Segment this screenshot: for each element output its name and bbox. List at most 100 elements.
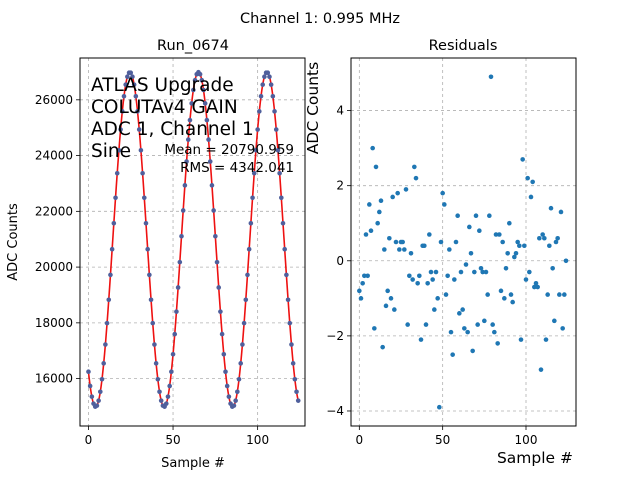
residual-point <box>435 296 440 301</box>
data-point <box>108 272 113 278</box>
data-point <box>98 389 103 395</box>
residual-point <box>512 254 517 260</box>
data-point <box>104 320 110 326</box>
residual-point <box>527 269 532 275</box>
residual-point <box>510 299 515 305</box>
data-point <box>89 394 95 399</box>
residual-point <box>457 311 462 316</box>
left-y-tick-label: 26000 <box>35 93 73 107</box>
data-point <box>167 383 172 389</box>
data-point <box>292 376 298 382</box>
residual-point <box>528 194 534 200</box>
left-grid <box>80 58 305 426</box>
residual-point <box>422 243 427 249</box>
residual-point <box>488 74 494 80</box>
right-panel: Residuals 0 50 100 −4 −2 0 2 4 Sample # ADC Co… <box>304 38 577 467</box>
data-point <box>87 383 93 389</box>
data-point <box>94 403 100 408</box>
residual-point <box>370 145 375 151</box>
right-y-axis-label: ADC Counts <box>304 62 322 154</box>
left-y-ticks: 16000 18000 20000 22000 24000 26000 <box>35 93 80 386</box>
data-point <box>103 342 108 347</box>
residual-point <box>503 265 509 271</box>
data-point <box>152 342 157 347</box>
residual-point <box>417 273 422 279</box>
data-point <box>289 342 294 347</box>
data-point <box>197 71 203 77</box>
residual-point <box>517 243 522 249</box>
residual-point <box>395 190 400 196</box>
data-point <box>130 74 135 80</box>
data-point <box>223 369 228 375</box>
data-point <box>268 82 274 87</box>
left-y-tick-label: 18000 <box>35 316 73 330</box>
residual-point <box>548 205 554 211</box>
residual-point <box>522 243 527 249</box>
residual-point <box>508 292 514 297</box>
left-y-tick-label: 20000 <box>35 260 73 274</box>
residual-point <box>537 235 542 241</box>
data-point <box>155 376 161 382</box>
data-point <box>99 376 105 382</box>
data-point <box>192 77 198 83</box>
data-point <box>251 170 257 176</box>
data-point <box>145 246 150 252</box>
data-point <box>233 398 238 403</box>
residual-point <box>433 269 439 275</box>
residual-point <box>383 303 389 309</box>
residual-point <box>530 179 535 185</box>
data-point <box>86 369 91 375</box>
data-point <box>211 208 216 213</box>
residual-point <box>393 239 399 245</box>
residual-point <box>547 243 552 249</box>
data-point <box>219 331 225 337</box>
residual-point <box>430 277 435 282</box>
data-point <box>241 320 247 326</box>
right-y-tick-label: 4 <box>336 104 344 118</box>
residual-point <box>380 344 385 350</box>
data-point <box>165 394 171 399</box>
data-point <box>179 233 184 239</box>
data-point <box>187 117 193 123</box>
info-line-1: ATLAS Upgrade <box>91 75 234 96</box>
data-point <box>170 351 176 357</box>
left-y-tick-label: 24000 <box>35 149 73 163</box>
residual-point <box>505 250 510 256</box>
residual-point <box>372 326 377 331</box>
residual-point <box>540 232 545 237</box>
residual-point <box>558 209 564 215</box>
residual-point <box>542 235 547 241</box>
data-point <box>185 137 191 142</box>
residual-point <box>545 292 550 297</box>
data-point <box>224 383 230 389</box>
residual-point <box>450 352 455 357</box>
residual-point <box>425 281 430 286</box>
residual-point <box>525 175 530 181</box>
residual-point <box>437 404 442 410</box>
residual-point <box>460 307 465 312</box>
residual-point <box>553 239 559 245</box>
residual-point <box>387 235 392 241</box>
data-point <box>109 246 115 252</box>
data-point <box>199 77 205 83</box>
residual-point <box>535 284 540 290</box>
residual-point <box>463 262 469 267</box>
residual-point <box>360 281 365 286</box>
data-point <box>138 148 144 153</box>
data-point <box>153 361 159 366</box>
data-point <box>209 183 215 188</box>
right-y-ticks: −4 −2 0 2 4 <box>326 104 351 418</box>
left-y-tick-label: 16000 <box>35 372 73 386</box>
left-panel: Run_0674 0 50 100 16000 18000 20000 22000 2400… <box>6 38 306 471</box>
right-y-tick-label: −2 <box>326 329 344 343</box>
data-point <box>172 331 178 337</box>
residual-point <box>377 209 382 215</box>
residual-point <box>543 337 549 342</box>
residual-point <box>465 329 470 335</box>
right-x-axis-label: Sample # <box>497 449 573 467</box>
residual-point <box>562 292 567 297</box>
data-point <box>272 109 277 114</box>
residual-point <box>470 348 475 354</box>
data-point <box>207 159 213 164</box>
residual-point <box>493 232 499 237</box>
